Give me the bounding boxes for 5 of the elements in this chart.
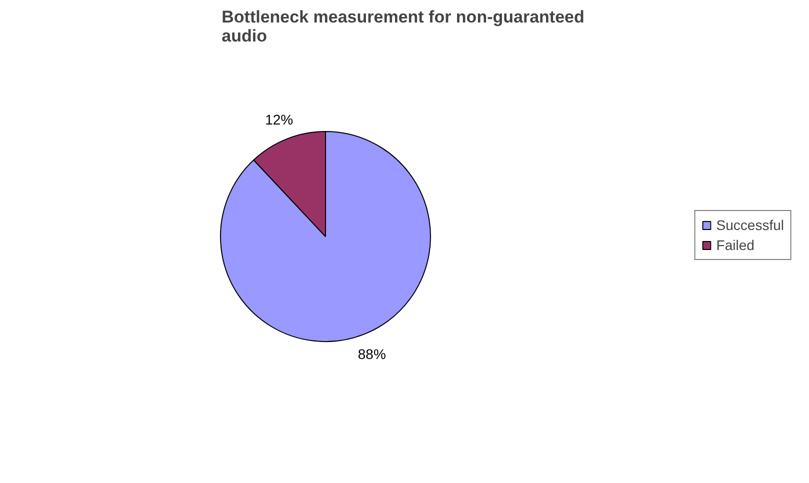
legend-label: Successful — [716, 217, 784, 233]
legend-label: Failed — [716, 237, 754, 253]
chart-title: Bottleneck measurement for non-guaranteed audio — [222, 8, 584, 46]
data-label: 12% — [265, 111, 294, 128]
data-label: 88% — [358, 346, 386, 362]
